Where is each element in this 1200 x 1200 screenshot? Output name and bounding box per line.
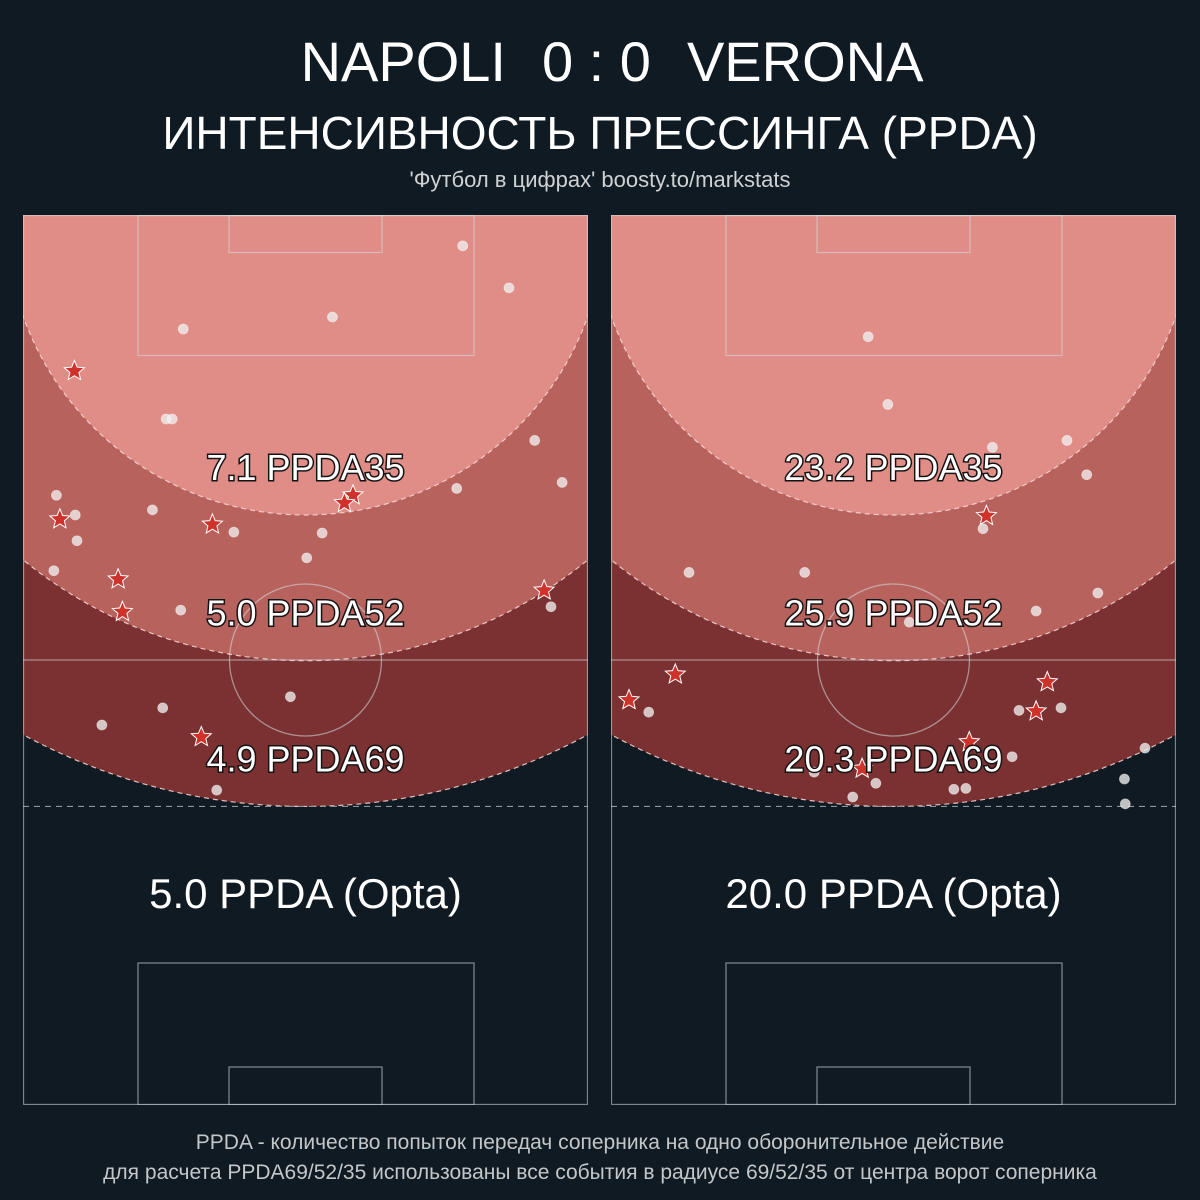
six-yard-box-bottom	[816, 1066, 971, 1105]
event-star	[190, 725, 213, 747]
event-star	[958, 730, 981, 752]
zone-label-ppda69: 20.3 PPDA69	[784, 738, 1002, 779]
ppda-zones	[611, 215, 1176, 807]
event-dot	[71, 535, 83, 547]
event-dot	[96, 719, 108, 731]
event-star	[532, 578, 556, 600]
footer-method-note: для расчета PPDA69/52/35 использованы вс…	[103, 1161, 1097, 1184]
event-dot	[1081, 469, 1093, 481]
event-dot	[69, 509, 81, 521]
six-yard-box-bottom	[228, 1066, 383, 1105]
zone-label-ppda69: 4.9 PPDA69	[206, 738, 404, 779]
event-dot	[166, 413, 178, 425]
event-dot	[503, 282, 515, 294]
pitch-panel-left: 7.1 PPDA35 5.0 PPDA52 4.9 PPDA69 5.0 PPD…	[23, 215, 588, 1105]
event-star	[106, 567, 130, 589]
pitch-panel-right: 23.2 PPDA35 25.9 PPDA52 20.3 PPDA69 20.0…	[611, 215, 1176, 1105]
zone-ppda35	[611, 215, 1176, 516]
event-dot	[175, 604, 187, 616]
event-dot	[808, 766, 820, 778]
event-dot	[847, 791, 859, 803]
event-dot	[451, 483, 463, 494]
source-credit: 'Футбол в цифрах' boosty.to/markstats	[409, 167, 791, 192]
pitch-lines	[23, 215, 588, 1105]
event-dot	[228, 526, 240, 538]
event-dot	[643, 706, 655, 718]
event-dot	[1119, 798, 1131, 810]
event-dot	[1119, 773, 1130, 785]
event-dot	[987, 441, 998, 453]
event-dot	[1030, 605, 1042, 617]
zone-label-ppda52: 25.9 PPDA52	[784, 593, 1002, 634]
opta-ppda-label: 20.0 PPDA (Opta)	[725, 870, 1061, 917]
center-circle	[228, 583, 383, 737]
center-circle	[816, 583, 971, 737]
event-star	[617, 688, 641, 710]
event-dot	[903, 616, 915, 628]
event-star	[333, 491, 356, 513]
home-team-name: NAPOLI	[300, 30, 506, 93]
event-dot	[870, 777, 882, 789]
chart-title: ИНТЕНСИВНОСТЬ ПРЕССИНГА (PPDA)	[162, 107, 1038, 159]
event-star	[1036, 670, 1059, 692]
event-markers	[48, 240, 568, 796]
event-dot	[529, 435, 541, 446]
pitch-lines	[611, 215, 1176, 1105]
footer-definition: PPDA - количество попыток передач соперн…	[195, 1131, 1005, 1154]
event-star	[48, 507, 72, 529]
pitch-chart: 23.2 PPDA35 25.9 PPDA52 20.3 PPDA69 20.0…	[611, 215, 1176, 1105]
event-dot	[457, 240, 469, 252]
event-dot	[1061, 435, 1073, 446]
event-dot	[147, 504, 158, 516]
match-title: NAPOLI 0 : 0 VERONA	[0, 28, 1200, 96]
event-dot	[1139, 742, 1151, 754]
pitch-outline	[611, 215, 1176, 1105]
event-markers	[617, 331, 1151, 810]
event-dot	[683, 567, 695, 578]
zone-label-ppda35: 7.1 PPDA35	[206, 447, 404, 488]
event-star	[63, 359, 86, 381]
event-dot	[948, 783, 960, 795]
event-dot	[977, 523, 989, 535]
ppda-zones	[23, 215, 588, 807]
zone-label-ppda35: 23.2 PPDA35	[784, 447, 1002, 488]
away-team-name: VERONA	[686, 30, 924, 93]
event-dot	[177, 323, 189, 335]
penalty-box-bottom	[725, 962, 1063, 1105]
event-star	[201, 512, 224, 534]
event-star	[111, 600, 134, 622]
event-dot	[211, 784, 223, 796]
event-dot	[556, 477, 568, 488]
event-dot	[157, 702, 169, 714]
event-dot	[301, 552, 313, 564]
event-dot	[48, 565, 60, 577]
zone-ppda35	[23, 215, 588, 516]
event-dot	[1092, 587, 1104, 599]
event-dot	[960, 783, 972, 794]
event-star	[975, 504, 998, 526]
event-dot	[882, 399, 894, 410]
zone-label-ppda52: 5.0 PPDA52	[206, 593, 404, 634]
event-star	[1024, 699, 1048, 721]
event-dot	[1006, 751, 1018, 763]
event-dot	[316, 527, 328, 539]
event-dot	[1055, 702, 1067, 714]
match-score: 0 : 0	[541, 30, 651, 93]
event-star	[664, 662, 687, 684]
event-dot	[862, 331, 874, 343]
event-dot	[1013, 705, 1025, 716]
event-dot	[51, 489, 62, 501]
event-dot	[799, 567, 811, 578]
event-star	[850, 756, 874, 779]
event-dot	[285, 691, 296, 703]
opta-ppda-label: 5.0 PPDA (Opta)	[149, 870, 462, 917]
event-dot	[545, 601, 557, 613]
event-dot	[327, 311, 338, 323]
pitch-outline	[23, 215, 588, 1105]
penalty-box-bottom	[137, 962, 475, 1105]
pitch-chart: 7.1 PPDA35 5.0 PPDA52 4.9 PPDA69 5.0 PPD…	[23, 215, 588, 1105]
